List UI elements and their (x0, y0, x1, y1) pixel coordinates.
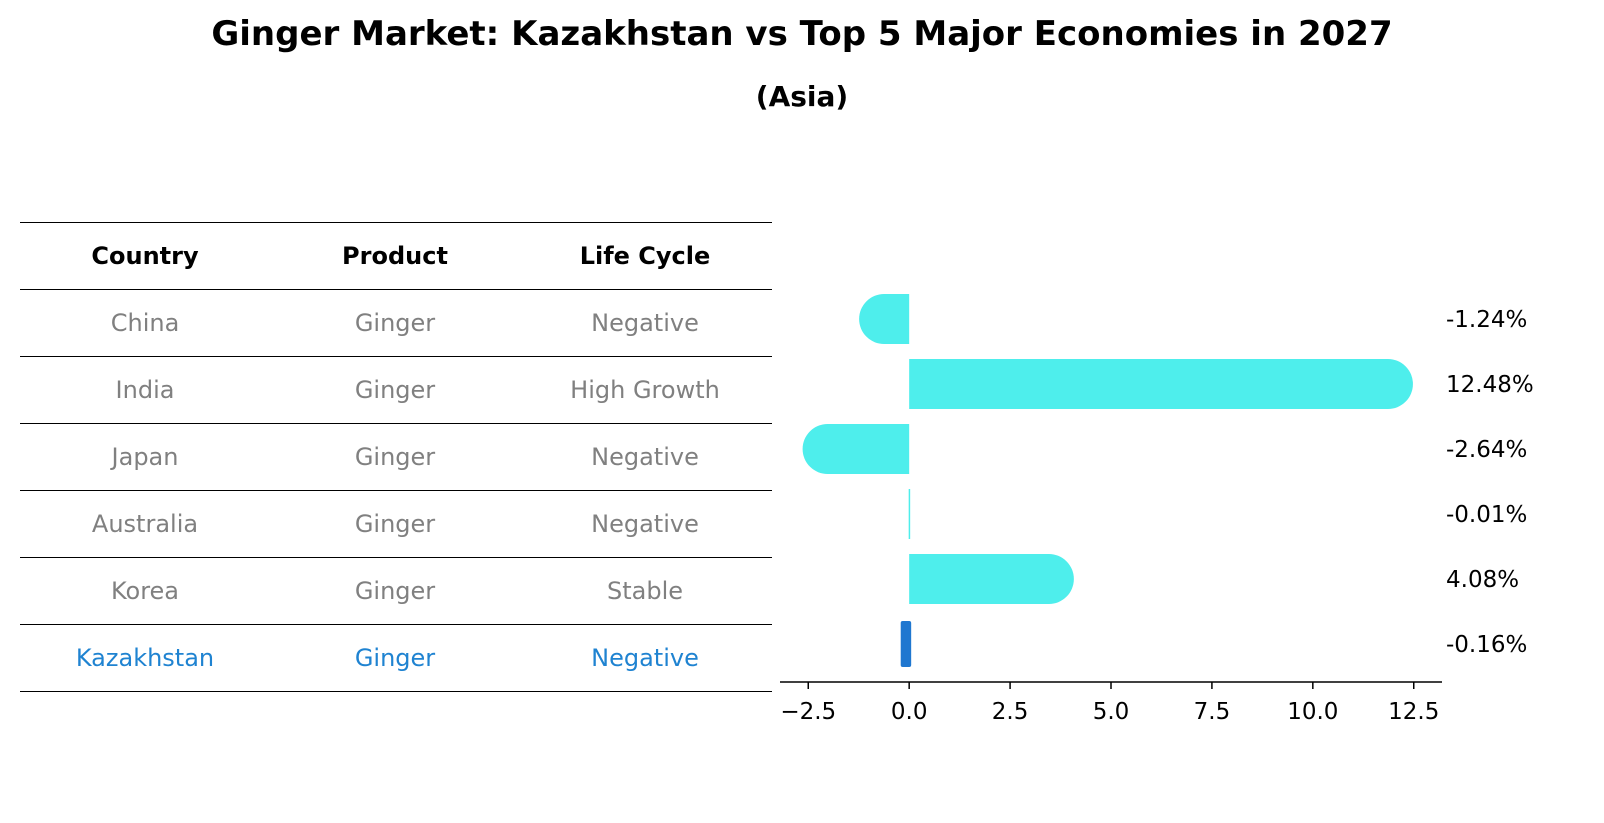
cell-product: Ginger (354, 644, 436, 672)
x-tick-label-2: 2.5 (992, 699, 1029, 725)
bar-kazakhstan (900, 621, 912, 667)
header-life-cycle: Life Cycle (579, 242, 711, 270)
table-row: Korea Ginger Stable (20, 558, 772, 625)
bar-korea (909, 554, 1074, 604)
table-row: Japan Ginger Negative (20, 424, 772, 491)
bar-australia (908, 489, 911, 539)
cell-life-cycle: Negative (591, 309, 699, 337)
cell-life-cycle: Negative (591, 443, 699, 471)
cell-life-cycle: Negative (591, 644, 699, 672)
chart-subtitle: (Asia) (755, 80, 849, 113)
cell-product: Ginger (354, 309, 436, 337)
x-tick-label-3: 5.0 (1093, 699, 1130, 725)
table-header-row: Country Product Life Cycle (20, 222, 772, 290)
value-label-korea: 4.08% (1446, 567, 1519, 593)
x-tick-label-0: −2.5 (780, 699, 836, 725)
bar-india (909, 359, 1413, 409)
table-row-highlighted: Kazakhstan Ginger Negative (20, 625, 772, 692)
bar-japan (802, 424, 910, 474)
header-product: Product (342, 242, 448, 270)
cell-country: China (110, 309, 180, 337)
cell-product: Ginger (354, 577, 436, 605)
chart-title: Ginger Market: Kazakhstan vs Top 5 Major… (211, 14, 1393, 54)
table-row: Australia Ginger Negative (20, 491, 772, 558)
table-row: China Ginger Negative (20, 290, 772, 357)
growth-bar-chart: -1.24% 12.48% -2.64% -0.01% 4.08% -0.16% −2.5 0… (780, 294, 1534, 725)
cell-product: Ginger (354, 376, 436, 404)
cell-country: Australia (91, 510, 199, 538)
value-label-india: 12.48% (1446, 372, 1534, 398)
cell-country: Japan (111, 443, 179, 471)
value-label-australia: -0.01% (1446, 502, 1527, 528)
x-tick-label-5: 10.0 (1287, 699, 1338, 725)
table-row: India Ginger High Growth (20, 357, 772, 424)
cell-country: Kazakhstan (75, 644, 215, 672)
bar-china (859, 294, 910, 344)
value-label-japan: -2.64% (1446, 437, 1527, 463)
market-table: Country Product Life Cycle China Ginger … (20, 222, 772, 692)
value-label-china: -1.24% (1446, 307, 1527, 333)
x-tick-label-6: 12.5 (1388, 699, 1439, 725)
cell-life-cycle: High Growth (570, 376, 720, 404)
x-tick-label-1: 0.0 (891, 699, 928, 725)
x-tick-label-4: 7.5 (1194, 699, 1231, 725)
cell-life-cycle: Negative (591, 510, 699, 538)
cell-country: India (115, 376, 175, 404)
cell-country: Korea (110, 577, 180, 605)
value-label-kazakhstan: -0.16% (1446, 632, 1527, 658)
cell-product: Ginger (354, 510, 436, 538)
cell-life-cycle: Stable (606, 577, 684, 605)
cell-product: Ginger (354, 443, 436, 471)
header-country: Country (91, 242, 199, 270)
